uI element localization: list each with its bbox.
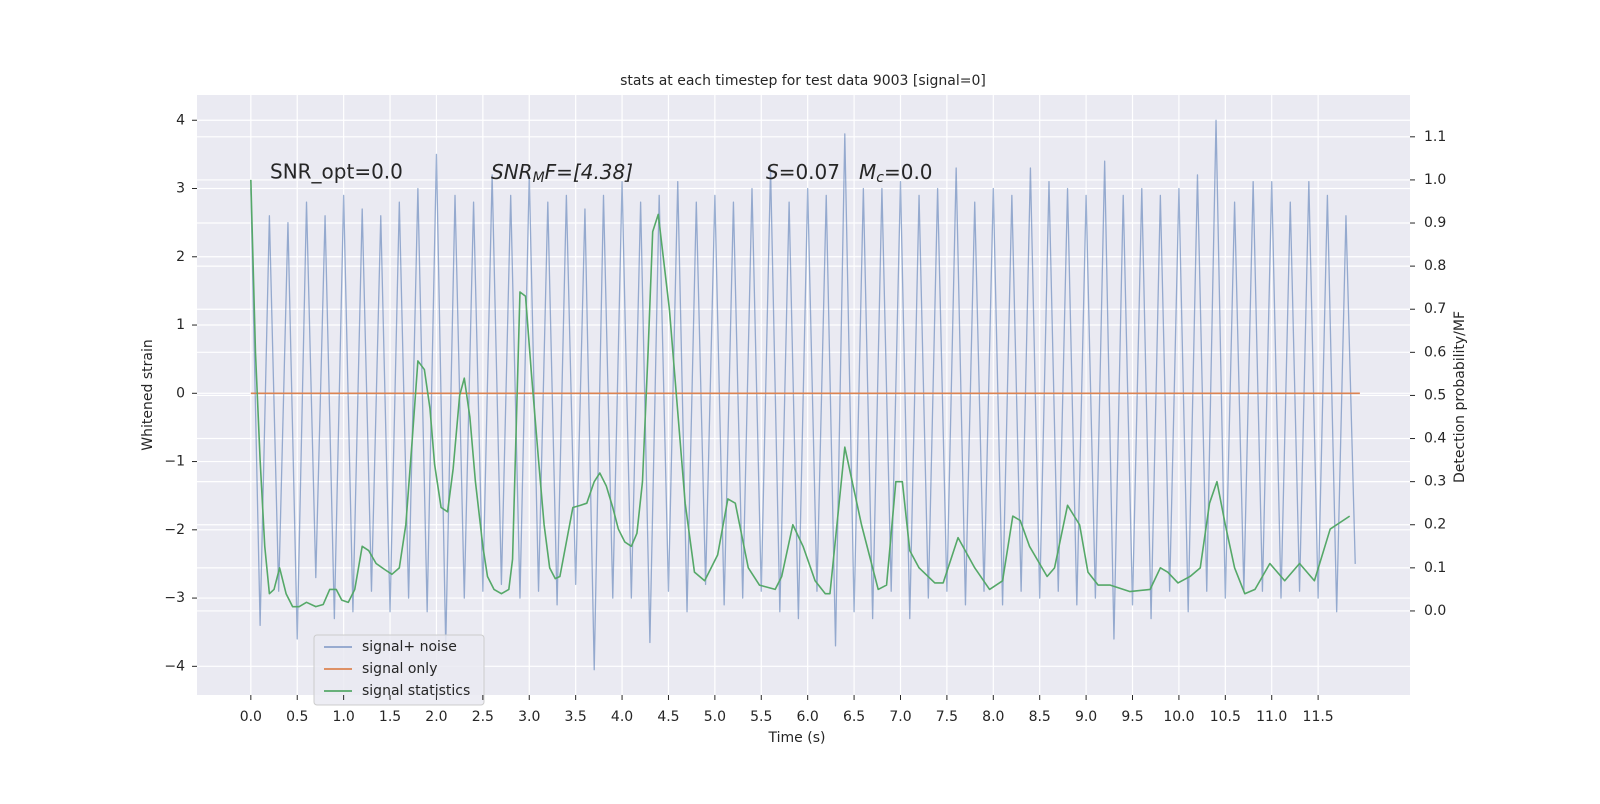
y-tick-label: 1 (176, 317, 185, 333)
x-tick-label: 5.5 (750, 709, 772, 725)
y2-tick-label: 0.6 (1424, 344, 1446, 360)
x-tick-label: 4.0 (611, 709, 633, 725)
x-tick-label: 10.0 (1163, 709, 1194, 725)
x-tick-label: 6.5 (843, 709, 865, 725)
x-tick-label: 6.0 (797, 709, 819, 725)
x-tick-label: 11.0 (1256, 709, 1287, 725)
x-tick-label: 11.5 (1303, 709, 1334, 725)
y2-tick-label: 1.1 (1424, 129, 1446, 145)
annotation-part: S (766, 160, 779, 184)
x-axis-label: Time (s) (768, 730, 826, 746)
x-tick-label: 0.0 (240, 709, 262, 725)
legend-box (313, 634, 485, 706)
y2-tick-label: 0.9 (1424, 215, 1446, 231)
y2-tick-label: 0.2 (1424, 517, 1446, 533)
y2-tick-label: 1.0 (1424, 172, 1446, 188)
x-tick-label: 0.5 (286, 709, 308, 725)
annotation-part: c (876, 170, 884, 186)
annotation: Mc=0.0 (859, 160, 933, 187)
x-tick-label: 3.5 (565, 709, 587, 725)
annotation-part: =0.0 (884, 160, 933, 184)
annotation-part: M (533, 170, 545, 186)
annotation-part: M (859, 160, 876, 184)
annotation: SNRMF=[4.38] (491, 160, 633, 187)
y-tick-label: 2 (176, 249, 185, 265)
annotation-part: F=[4.38] (545, 160, 633, 184)
series-line (250, 119, 1356, 671)
y-tick-label: −3 (164, 590, 185, 606)
x-tick-label: 8.0 (982, 709, 1004, 725)
y-axis-label: Whitened strain (140, 339, 156, 450)
y2-tick-label: 0.5 (1424, 387, 1446, 403)
x-tick-label: 7.5 (936, 709, 958, 725)
y2-tick-label: 0.1 (1424, 560, 1446, 576)
x-tick-label: 1.5 (379, 709, 401, 725)
y-tick-label: 3 (176, 181, 185, 197)
chart-title: stats at each timestep for test data 900… (620, 73, 986, 89)
annotation: SNR_opt=0.0 (270, 160, 403, 184)
x-tick-label: 2.5 (472, 709, 494, 725)
y2-tick-label: 0.0 (1424, 603, 1446, 619)
y-tick-label: 0 (176, 385, 185, 401)
annotation-part: SNR (491, 160, 533, 184)
y-tick-label: −1 (164, 454, 185, 470)
x-tick-label: 4.5 (657, 709, 679, 725)
x-tick-label: 2.0 (425, 709, 447, 725)
x-tick-label: 8.5 (1029, 709, 1051, 725)
legend-label: signal only (362, 661, 437, 677)
legend-label: signal statistics (362, 683, 470, 699)
series-line (250, 179, 1351, 608)
y-tick-label: −4 (164, 658, 185, 674)
y2-tick-label: 0.3 (1424, 474, 1446, 490)
y2-tick-label: 0.7 (1424, 301, 1446, 317)
annotation: S=0.07 (766, 160, 840, 184)
annotation-part: =0.07 (779, 160, 840, 184)
x-tick-label: 1.0 (333, 709, 355, 725)
x-tick-label: 7.0 (889, 709, 911, 725)
x-tick-label: 10.5 (1210, 709, 1241, 725)
y2-axis-label: Detection probability/MF (1452, 311, 1468, 483)
x-tick-label: 3.0 (518, 709, 540, 725)
y-tick-label: 4 (176, 112, 185, 128)
y2-tick-label: 0.4 (1424, 431, 1446, 447)
x-tick-label: 9.0 (1075, 709, 1097, 725)
x-tick-label: 5.0 (704, 709, 726, 725)
x-tick-label: 9.5 (1121, 709, 1143, 725)
y-tick-label: −2 (164, 522, 185, 538)
y2-tick-label: 0.8 (1424, 258, 1446, 274)
legend-label: signal+ noise (362, 639, 457, 655)
